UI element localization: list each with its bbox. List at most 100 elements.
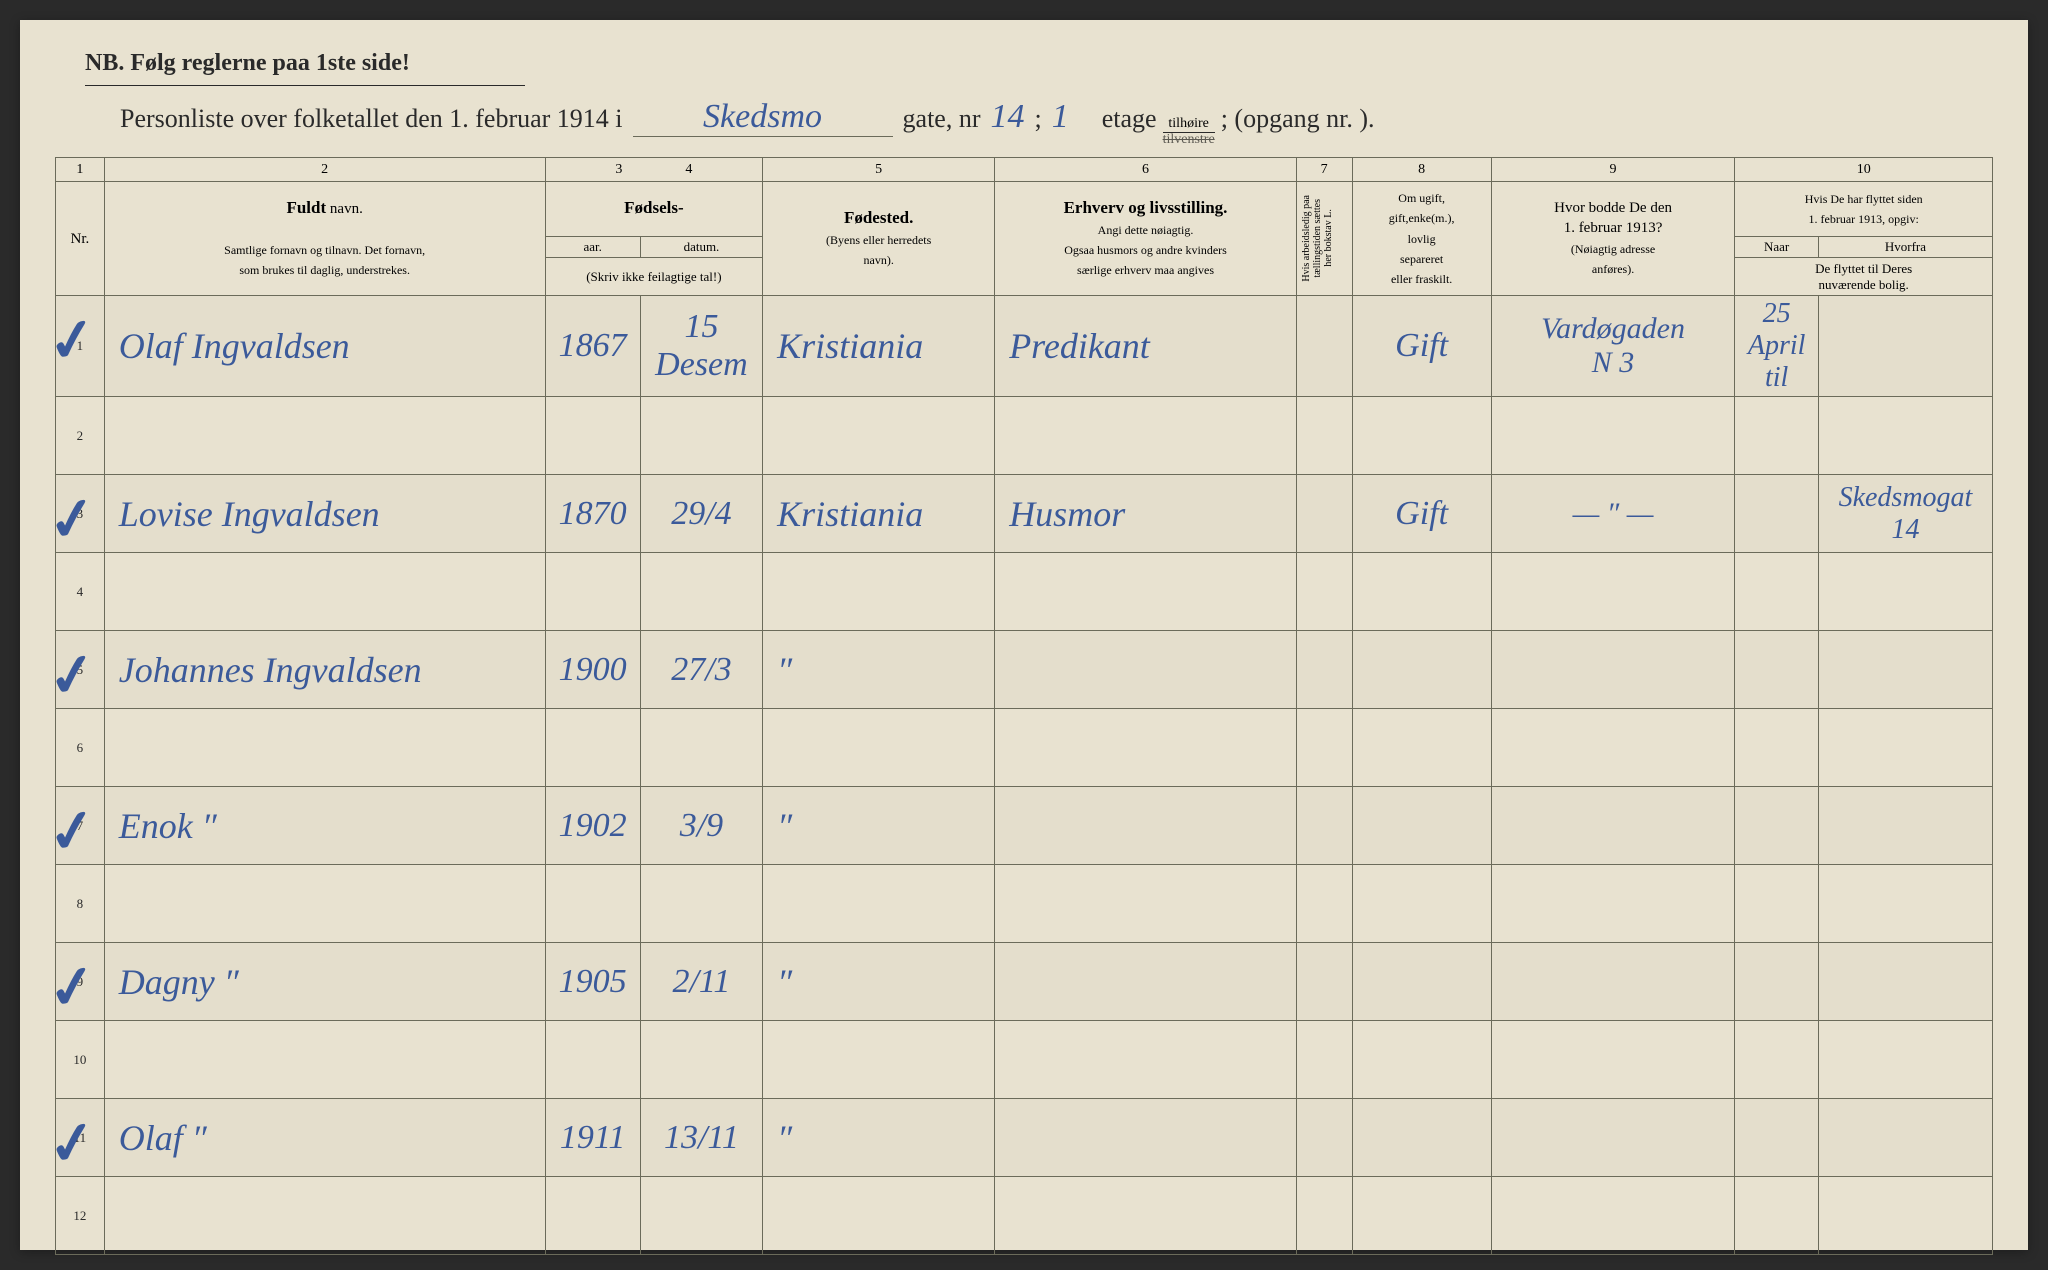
- coln-5: 5: [763, 158, 995, 182]
- header-row-1: Nr. Fuldt navn. Samtlige fornavn og tiln…: [56, 182, 1993, 237]
- cell-year: [545, 1177, 640, 1255]
- coln-1: 1: [56, 158, 105, 182]
- cell-year: 1900: [545, 631, 640, 709]
- cell-addr1913: [1491, 865, 1735, 943]
- cell-work: [995, 1177, 1297, 1255]
- cell-hvorfra: [1818, 631, 1992, 709]
- cell-date: [640, 1177, 762, 1255]
- hdr-name: Fuldt navn. Samtlige fornavn og tilnavn.…: [104, 182, 545, 296]
- table-row: 2: [56, 397, 1993, 475]
- hdr-nr: Nr.: [56, 182, 105, 296]
- census-form-document: NB. Følg reglerne paa 1ste side! Personl…: [20, 20, 2028, 1250]
- cell-place: [763, 1177, 995, 1255]
- row-number: 10: [56, 1021, 105, 1099]
- table-row: ✓ 5 Johannes Ingvaldsen 1900 27/3 ″: [56, 631, 1993, 709]
- check-mark: ✓: [44, 482, 102, 556]
- row-number: ✓ 5: [56, 631, 105, 709]
- cell-c7: [1296, 631, 1352, 709]
- cell-date: 27/3: [640, 631, 762, 709]
- side-fraction: tilhøire tilvenstre: [1163, 117, 1215, 147]
- cell-date: [640, 397, 762, 475]
- cell-status: [1352, 865, 1491, 943]
- hdr-fodsels: Fødsels-: [545, 182, 763, 237]
- cell-date: 3/9: [640, 787, 762, 865]
- cell-addr1913: [1491, 397, 1735, 475]
- cell-addr1913: [1491, 631, 1735, 709]
- cell-c7: [1296, 709, 1352, 787]
- cell-year: [545, 1021, 640, 1099]
- cell-status: [1352, 631, 1491, 709]
- cell-c7: [1296, 865, 1352, 943]
- cell-date: [640, 865, 762, 943]
- cell-status: [1352, 1177, 1491, 1255]
- cell-name: Lovise Ingvaldsen: [104, 475, 545, 553]
- cell-date: [640, 553, 762, 631]
- hdr-erhverv: Erhverv og livsstilling. Angi dette nøia…: [995, 182, 1297, 296]
- cell-addr1913: [1491, 1021, 1735, 1099]
- cell-status: [1352, 397, 1491, 475]
- cell-hvorfra: [1818, 1099, 1992, 1177]
- row-number: ✓ 1: [56, 296, 105, 397]
- cell-name: Olaf ″: [104, 1099, 545, 1177]
- cell-name: [104, 865, 545, 943]
- etage-label: etage: [1102, 104, 1157, 134]
- hdr-fodested: Fødested. (Byens eller herredets navn).: [763, 182, 995, 296]
- cell-place: Kristiania: [763, 296, 995, 397]
- etage-nr: 1: [1052, 98, 1092, 136]
- cell-work: [995, 1099, 1297, 1177]
- cell-naar: [1735, 553, 1819, 631]
- hdr-col10: Hvis De har flyttet siden 1. februar 191…: [1735, 182, 1993, 237]
- check-mark: ✓: [44, 638, 102, 712]
- row-number: ✓ 3: [56, 475, 105, 553]
- cell-name: Enok ″: [104, 787, 545, 865]
- check-mark: ✓: [44, 950, 102, 1024]
- cell-year: 1905: [545, 943, 640, 1021]
- cell-addr1913: [1491, 1099, 1735, 1177]
- cell-name: [104, 1021, 545, 1099]
- cell-date: 13/11: [640, 1099, 762, 1177]
- column-number-row: 1 2 3 4 5 6 7 8 9 10: [56, 158, 1993, 182]
- cell-hvorfra: [1818, 1177, 1992, 1255]
- row-number: 6: [56, 709, 105, 787]
- cell-c7: [1296, 475, 1352, 553]
- cell-status: Gift: [1352, 296, 1491, 397]
- cell-year: [545, 553, 640, 631]
- cell-place: [763, 709, 995, 787]
- cell-work: [995, 709, 1297, 787]
- cell-addr1913: [1491, 709, 1735, 787]
- cell-year: [545, 865, 640, 943]
- table-row: ✓ 1 Olaf Ingvaldsen 1867 15 Desem Kristi…: [56, 296, 1993, 397]
- hdr-col10sub: De flyttet til Deres nuværende bolig.: [1735, 258, 1993, 296]
- cell-place: ″: [763, 631, 995, 709]
- table-row: ✓ 7 Enok ″ 1902 3/9 ″: [56, 787, 1993, 865]
- coln-3-4: 3 4: [545, 158, 763, 182]
- cell-hvorfra: [1818, 397, 1992, 475]
- nb-heading: NB. Følg reglerne paa 1ste side!: [55, 50, 1993, 77]
- cell-hvorfra: [1818, 865, 1992, 943]
- opgang-label: ; (opgang nr. ).: [1221, 104, 1375, 134]
- cell-c7: [1296, 943, 1352, 1021]
- cell-year: 1911: [545, 1099, 640, 1177]
- cell-name: Johannes Ingvaldsen: [104, 631, 545, 709]
- cell-addr1913: [1491, 943, 1735, 1021]
- cell-naar: 25 April til: [1735, 296, 1819, 397]
- cell-year: 1870: [545, 475, 640, 553]
- cell-place: [763, 1021, 995, 1099]
- cell-naar: [1735, 709, 1819, 787]
- table-row: ✓ 9 Dagny ″ 1905 2/11 ″: [56, 943, 1993, 1021]
- census-table: 1 2 3 4 5 6 7 8 9 10 Nr. Fuldt navn. Sam…: [55, 157, 1993, 1255]
- cell-name: [104, 553, 545, 631]
- coln-2: 2: [104, 158, 545, 182]
- cell-naar: [1735, 1099, 1819, 1177]
- cell-hvorfra: [1818, 787, 1992, 865]
- cell-naar: [1735, 943, 1819, 1021]
- table-row: ✓ 11 Olaf ″ 1911 13/11 ″: [56, 1099, 1993, 1177]
- cell-year: [545, 397, 640, 475]
- cell-work: [995, 865, 1297, 943]
- street-name: Skedsmo: [633, 98, 893, 137]
- cell-status: [1352, 787, 1491, 865]
- cell-hvorfra: [1818, 709, 1992, 787]
- cell-c7: [1296, 1177, 1352, 1255]
- cell-year: 1867: [545, 296, 640, 397]
- cell-status: [1352, 553, 1491, 631]
